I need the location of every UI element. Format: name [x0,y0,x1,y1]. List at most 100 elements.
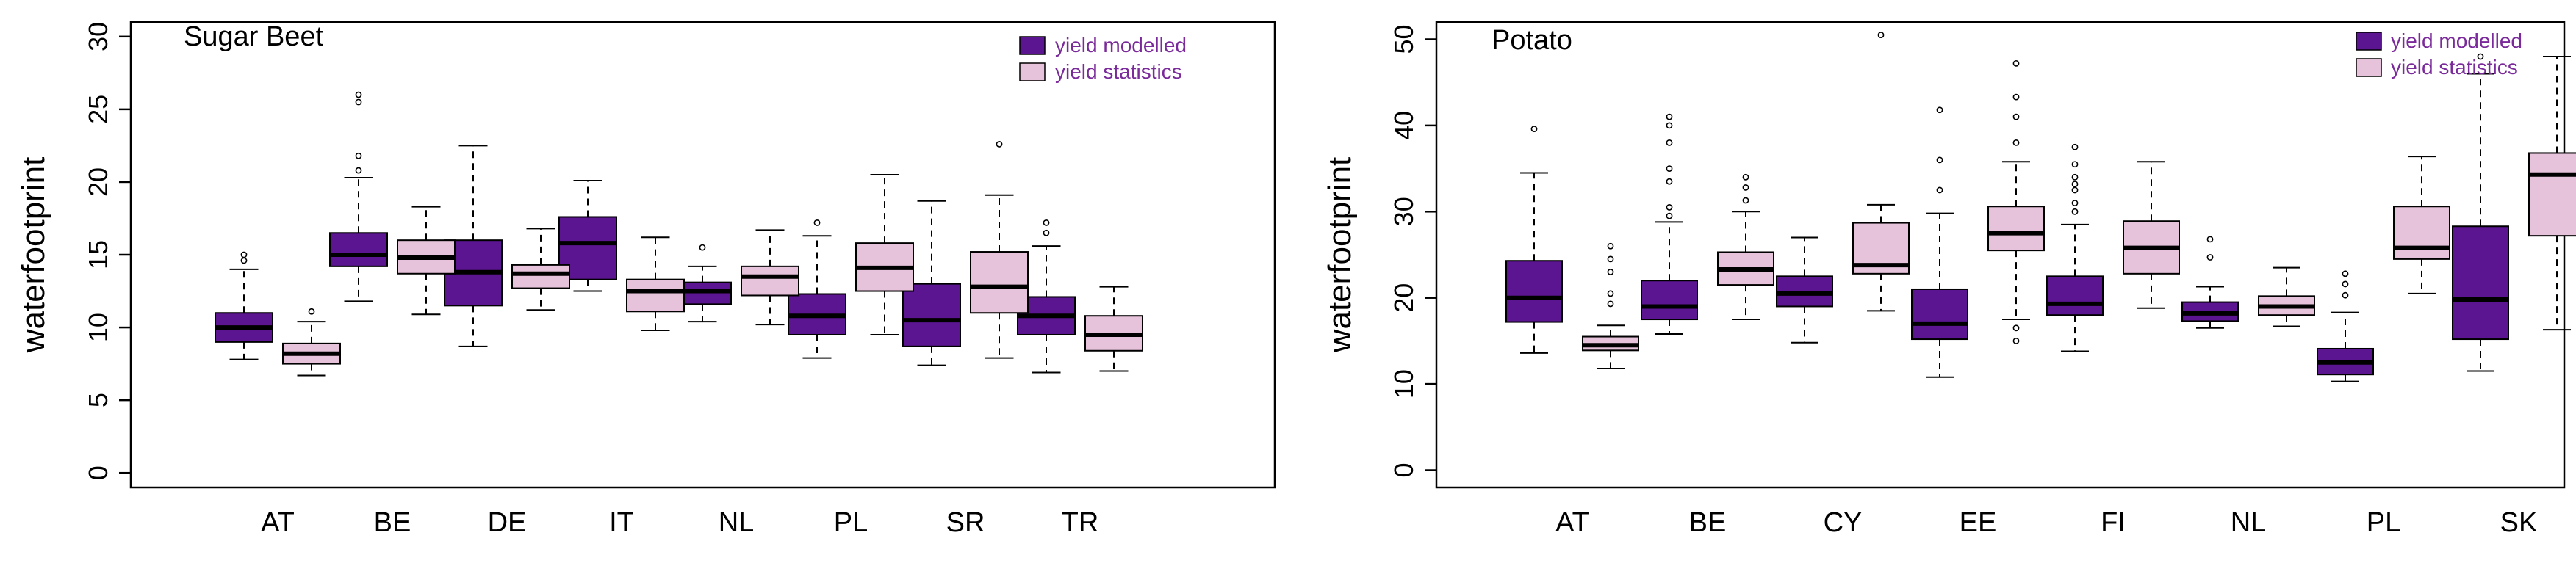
x-tick-label: BE [1689,507,1727,538]
y-tick-label: 15 [83,240,113,269]
x-tick-label: SR [946,507,985,538]
y-axis-label: waterfootprint [1322,157,1358,354]
outlier-point [1666,178,1673,185]
boxplot-yield-modelled-SK [2452,53,2509,372]
x-tick-label: TR [1062,507,1099,538]
legend-label-statistics: yield statistics [1055,60,1182,83]
outlier-point [1666,139,1673,146]
outlier-point [2071,143,2079,150]
outlier-point [2071,186,2079,194]
outlier-point [1666,204,1673,211]
outlier-point [2012,324,2020,332]
boxplot-yield-modelled-FI [2046,143,2104,352]
boxplot-yield-modelled-IT [558,179,617,292]
y-tick-label: 20 [1389,283,1419,313]
y-tick-label: 10 [83,313,113,342]
outlier-point [1607,300,1614,308]
legend-label-modelled: yield modelled [1055,34,1187,57]
outlier-point [1877,32,1885,39]
outlier-point [1742,173,1749,181]
outlier-point [1043,229,1050,236]
y-axis: 0 5 10 15 20 25 30 [83,22,131,480]
y-tick-label: 0 [83,465,113,480]
y-tick-label: 0 [1389,463,1419,478]
x-tick-label: FI [2101,507,2126,538]
outlier-point [1666,122,1673,129]
outlier-point [2206,254,2214,261]
boxplot-yield-modelled-AT [1505,126,1563,354]
boxplot-yield-statistics-NL [2258,266,2315,327]
y-tick-label: 50 [1389,24,1419,54]
x-tick-label: SK [2500,507,2538,538]
outlier-point [1666,113,1673,120]
chart-title: Sugar Beet [184,21,324,52]
y-axis: 0 10 20 30 40 50 [1389,24,1436,478]
x-tick-label: BE [374,507,411,538]
boxplot-yield-statistics-NL [741,229,799,326]
boxplot-yield-modelled-BE [1641,113,1698,335]
outlier-point [1936,106,1943,114]
iqr-box [2528,152,2576,237]
legend-swatch-statistics [1019,62,1046,81]
boxplot-yield-statistics-FI [2123,161,2180,309]
box-group [215,91,1143,377]
outlier-point [813,219,821,226]
iqr-box [2452,225,2509,341]
outlier-point [699,244,706,251]
outlier-point [240,257,248,264]
iqr-box [1505,260,1563,323]
iqr-box [1911,288,1968,341]
outlier-point [2071,181,2079,188]
outlier-point [1607,269,1614,275]
chart-title: Potato [1492,25,1572,56]
boxplot-yield-modelled-TR [1017,219,1076,374]
boxplot-yield-statistics-DE [511,228,570,311]
y-tick-label: 40 [1389,111,1419,140]
outlier-point [1607,242,1614,250]
outlier-point [1936,156,1943,164]
outlier-point [355,167,362,174]
y-axis-label: waterfootprint [15,157,51,354]
outlier-point [2012,338,2020,344]
x-tick-label: AT [1555,507,1589,538]
boxplot-yield-statistics-IT [626,236,685,332]
x-tick-label: CY [1824,507,1863,538]
boxplot-yield-modelled-EE [1911,106,1968,378]
outlier-point [2342,291,2349,299]
x-tick-label: NL [719,507,755,538]
boxplot-yield-statistics-BE [397,206,456,316]
iqr-box [558,216,617,280]
y-tick-label: 30 [83,22,113,51]
outlier-point [355,98,362,106]
legend-swatch-statistics [2356,58,2382,77]
boxplot-yield-modelled-PL [788,219,846,359]
boxplot-yield-statistics-EE [1987,59,2045,344]
outlier-point [2012,113,2020,120]
y-tick-label: 10 [1389,369,1419,399]
outlier-point [2071,173,2079,181]
y-tick-label: 5 [83,393,113,407]
outlier-point [2071,208,2079,215]
outlier-point [1666,165,1673,172]
y-tick-label: 25 [83,95,113,124]
iqr-box [970,251,1029,314]
outlier-point [240,251,248,258]
outlier-point [1742,197,1749,204]
outlier-point [1607,290,1614,297]
legend-label-statistics: yield statistics [2391,56,2518,79]
outlier-point [1530,126,1538,132]
outlier-point [2071,200,2079,206]
outlier-point [355,152,362,159]
sugar-beet-chart: Sugar Beet waterfootprint 0 5 10 15 20 25 30 A… [15,21,1276,538]
plot-frame [1435,21,2566,489]
iqr-box [902,283,961,347]
outlier-point [1666,212,1673,219]
x-tick-label: PL [2367,507,2400,538]
legend: yield modelled yield statistics [2356,29,2522,79]
boxplot-yield-modelled-SR [902,200,961,366]
legend-label-modelled: yield modelled [2391,29,2522,52]
outlier-point [2012,139,2020,146]
boxplot-yield-statistics-BE [1717,173,1774,321]
x-tick-label: IT [609,507,634,538]
boxplot-yield-modelled-CY [1776,236,1833,344]
